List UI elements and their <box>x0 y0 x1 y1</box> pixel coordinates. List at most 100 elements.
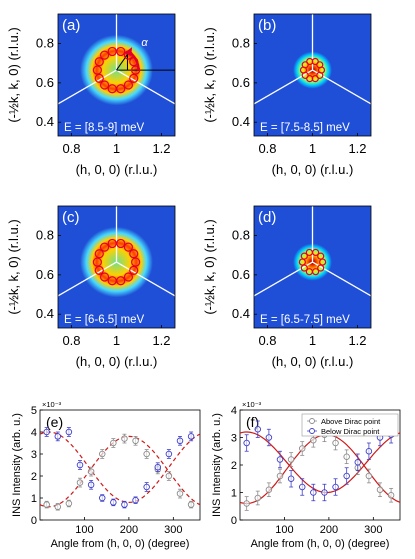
data-point <box>110 439 117 447</box>
y-tick-label: 0.6 <box>232 75 250 90</box>
x-axis-label: Angle from (h, 0, 0) (degree) <box>51 538 190 550</box>
ring-marker <box>300 252 308 260</box>
x-tick-label: 300 <box>364 524 382 536</box>
energy-range-label: E = [8.5-9] meV <box>64 122 145 134</box>
y-tick-label: 0.4 <box>232 114 250 129</box>
data-point <box>65 428 73 436</box>
plot-frame <box>39 409 201 521</box>
energy-range-label: E = [7.5-8.5] meV <box>260 122 350 134</box>
zone-boundary-line <box>58 69 117 105</box>
zone-boundary-line <box>116 261 175 297</box>
data-point <box>187 433 195 440</box>
x-tick-label: 0.8 <box>258 333 276 348</box>
x-tick-label: 1.2 <box>348 141 366 156</box>
data-point <box>165 472 173 480</box>
ring-marker <box>116 46 126 57</box>
y-axis-label: INS Intensity (arb. u.) <box>11 413 23 517</box>
ring-marker <box>129 73 139 83</box>
y-tick-label: 0.4 <box>36 306 54 321</box>
fit-curve <box>39 435 201 508</box>
y-tick-label: 4 <box>31 427 37 439</box>
ring-marker <box>131 65 141 75</box>
panel-label: (c) <box>62 209 80 226</box>
ring-marker <box>316 61 324 69</box>
y-tick-label: 0.4 <box>232 306 250 321</box>
y-tick-label: 0.6 <box>232 267 250 282</box>
ring-marker <box>317 252 325 260</box>
data-point <box>354 459 362 466</box>
ring-marker <box>116 238 126 249</box>
data-point <box>143 450 150 458</box>
data-point <box>298 445 306 452</box>
x-axis-label: (h, 0, 0) (r.l.u.) <box>272 162 354 177</box>
data-point <box>321 489 328 496</box>
y-tick-label: 0.8 <box>232 36 250 51</box>
x-tick-label: 200 <box>320 524 338 536</box>
y-tick-label: 4 <box>231 405 237 417</box>
panel-label: (a) <box>62 17 80 34</box>
data-point <box>332 439 339 447</box>
y-tick-label: 0.8 <box>232 228 250 243</box>
data-point <box>276 456 284 463</box>
data-point <box>298 483 306 491</box>
ring-marker <box>129 57 139 67</box>
energy-range-label: E = [6.5-7.5] meV <box>260 314 350 326</box>
legend-entry: Below Dirac point <box>321 427 380 436</box>
data-point <box>76 461 84 469</box>
ring-marker <box>131 257 141 267</box>
ring-marker <box>317 264 325 272</box>
ring-marker <box>94 249 104 259</box>
panel-a: α (a) E = [8.5-9] meV 0.8 1 1.2 0.4 0.6 0.8 (h, 0… <box>6 13 176 177</box>
panel-c: (c) E = [6-6.5] meV 0.8 1 1.2 0.4 0.6 0.8 (h, 0,… <box>6 205 176 369</box>
x-axis-label: Angle from (h, 0, 0) (degree) <box>251 538 390 550</box>
data-point <box>254 494 262 502</box>
y-axis-label: INS Intensity (arb. u.) <box>211 413 223 517</box>
angle-alpha-label: α <box>141 37 148 49</box>
data-point <box>87 468 95 475</box>
data-point <box>243 439 250 447</box>
ring-marker <box>123 242 134 252</box>
zone-boundary-line <box>312 261 371 297</box>
ring-marker <box>94 57 104 67</box>
y-axis-label: (-½k, k, 0) (r.l.u.) <box>6 27 21 122</box>
y-tick-label: 2 <box>31 471 37 483</box>
x-tick-label: 300 <box>164 524 182 536</box>
panel-label: (b) <box>258 17 276 34</box>
data-point <box>43 501 50 508</box>
data-point <box>176 490 184 497</box>
panel-b: (b) E = [7.5-8.5] meV 0.8 1 1.2 0.4 0.6 0.8 (h, … <box>202 13 372 177</box>
data-point <box>132 437 139 445</box>
x-tick-label: 1.2 <box>152 141 170 156</box>
y-multiplier-label: ×10⁻³ <box>42 400 62 409</box>
ring-marker <box>107 84 117 94</box>
data-point <box>365 448 373 455</box>
ring-marker <box>123 272 134 282</box>
ring-marker <box>312 248 320 257</box>
y-tick-label: 0.6 <box>36 267 54 282</box>
x-tick-label: 1 <box>113 333 120 348</box>
ring-marker <box>123 80 134 90</box>
data-point <box>243 500 250 507</box>
ring-marker <box>92 257 102 267</box>
x-axis-label: (h, 0, 0) (r.l.u.) <box>272 354 354 369</box>
ring-marker <box>305 268 313 276</box>
x-tick-label: 1 <box>113 141 120 156</box>
data-point <box>121 435 128 442</box>
x-axis-label: (h, 0, 0) (r.l.u.) <box>76 354 158 369</box>
panel-f: 100 200 300 0 1 2 3 4 ×10⁻³ Angle from (h, 0, 0) … <box>211 400 401 550</box>
y-tick-label: 2 <box>231 460 237 472</box>
y-axis-label: (-½k, k, 0) (r.l.u.) <box>202 27 217 122</box>
data-point <box>343 453 350 461</box>
data-point <box>132 496 139 504</box>
data-point <box>187 501 195 508</box>
data-point <box>165 450 173 458</box>
y-axis-label: (-½k, k, 0) (r.l.u.) <box>6 219 21 314</box>
y-tick-label: 1 <box>31 493 37 505</box>
data-point <box>365 472 373 480</box>
ring-marker <box>99 50 110 60</box>
data-point <box>176 437 184 445</box>
data-point <box>287 456 295 463</box>
zone-boundary-line <box>116 69 175 105</box>
ring-marker <box>94 265 104 275</box>
y-tick-label: 0.6 <box>36 75 54 90</box>
